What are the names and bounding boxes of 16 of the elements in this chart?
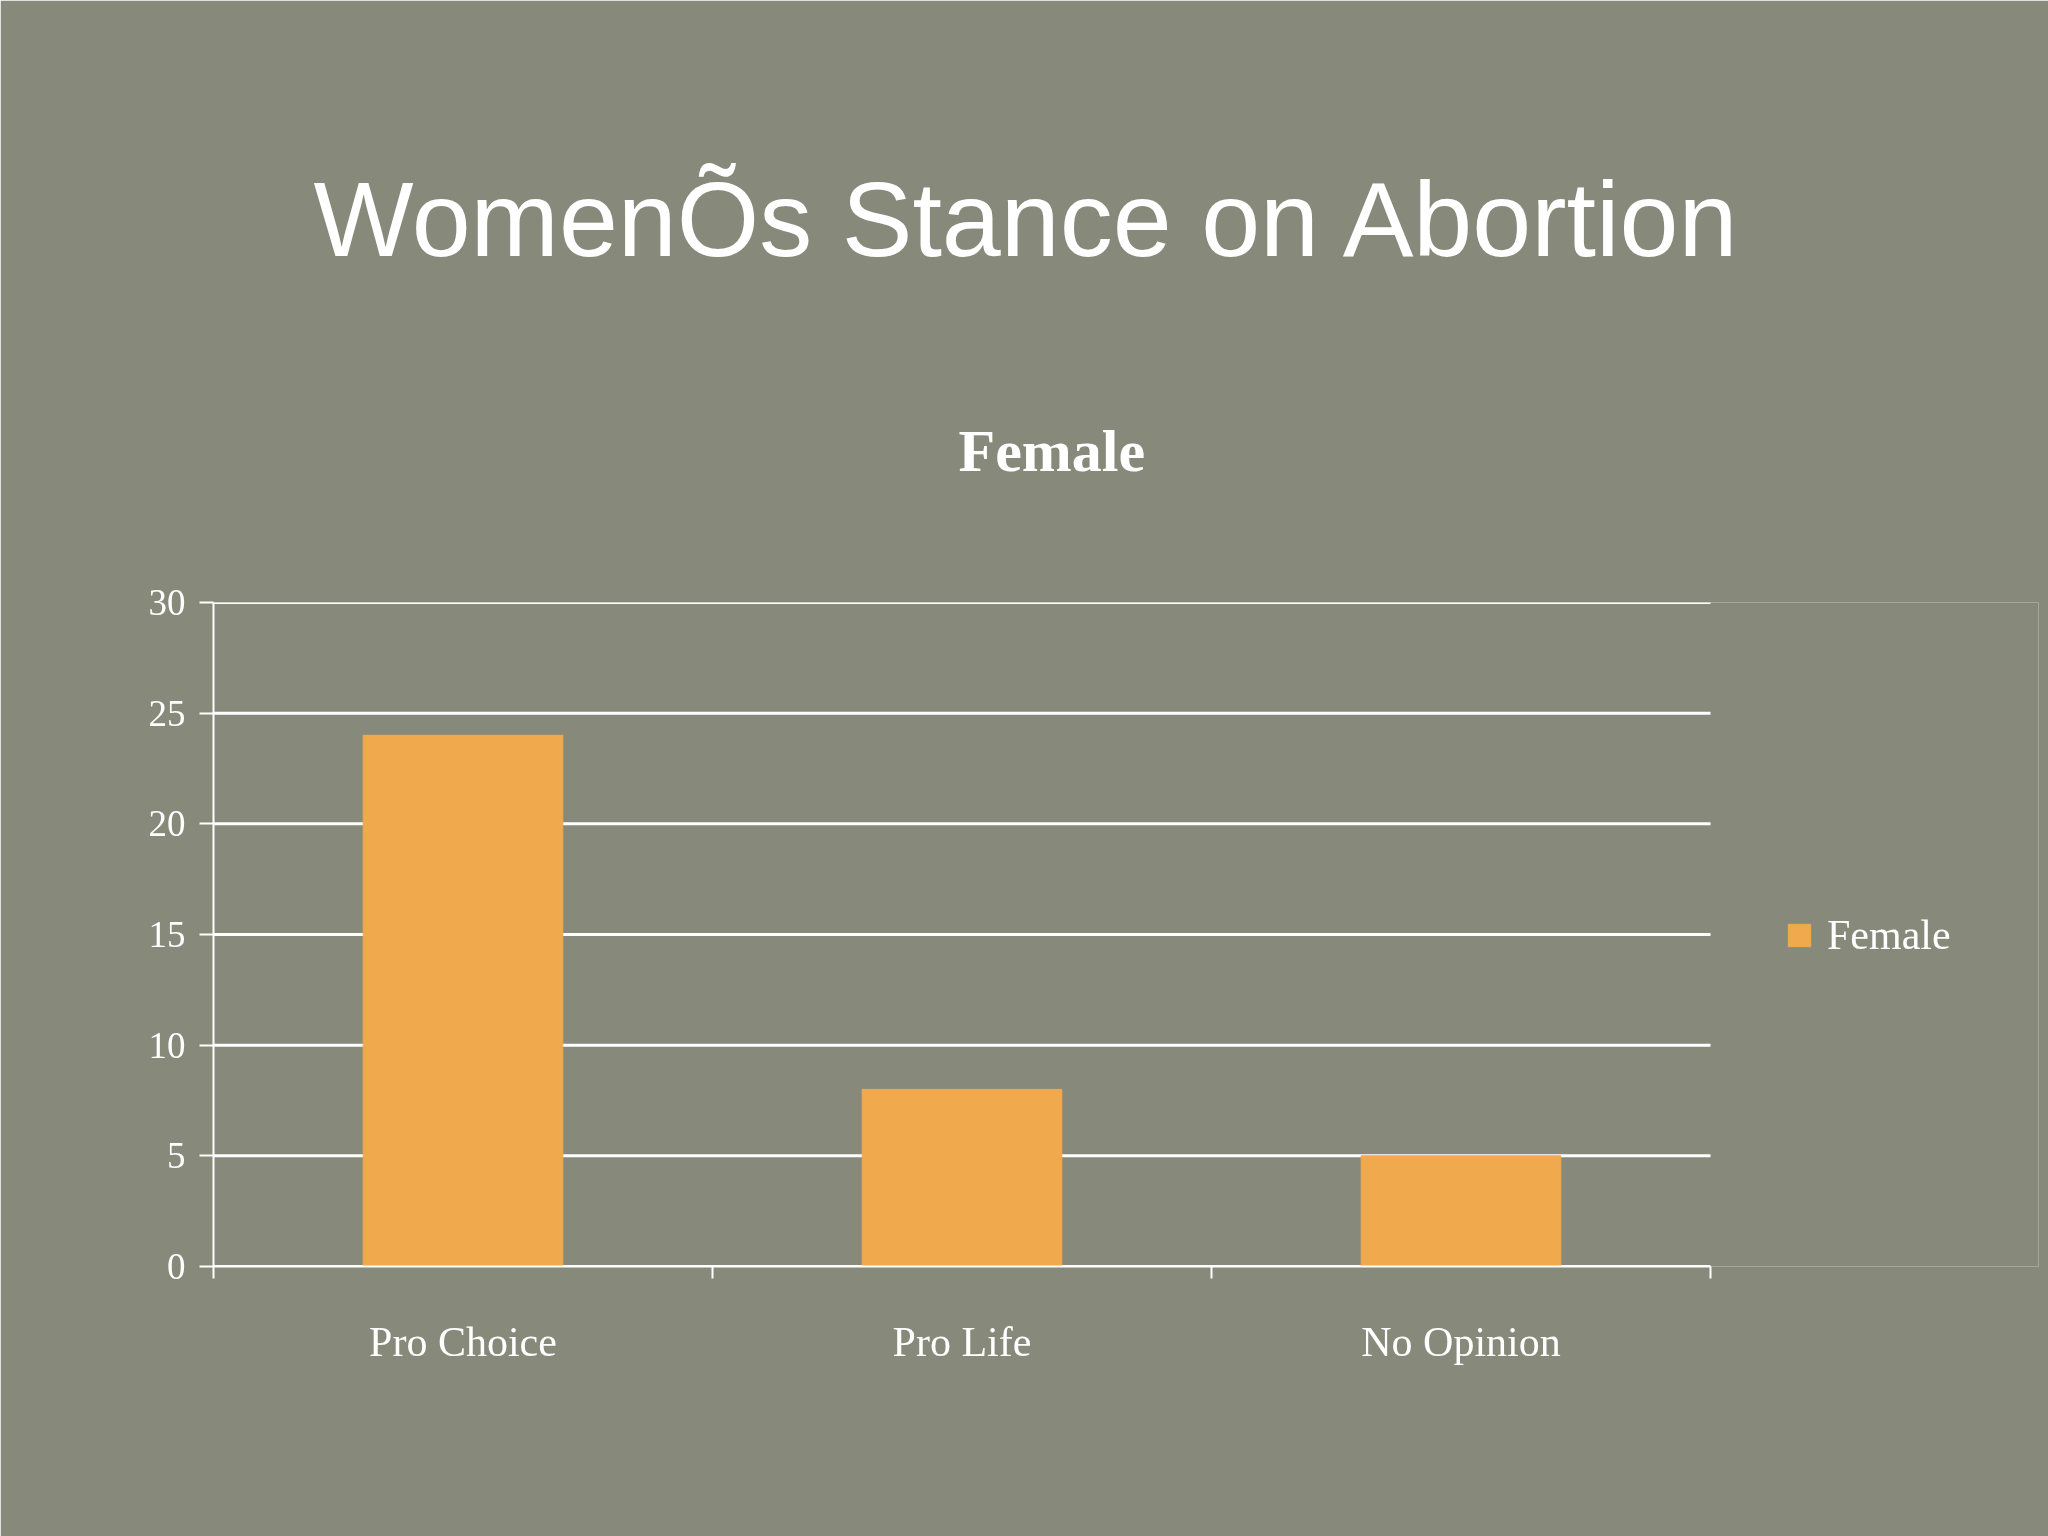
chart-title: WomenÕs Stance on Abortion — [313, 159, 1738, 278]
y-tick-label: 10 — [148, 1024, 186, 1066]
bar — [362, 734, 564, 1267]
x-tick-label: Pro Life — [892, 1318, 1032, 1365]
x-tick-label: No Opinion — [1361, 1318, 1561, 1365]
y-tick-label: 5 — [167, 1135, 186, 1177]
bar — [861, 1088, 1063, 1267]
legend-label: Female — [1827, 911, 1951, 959]
y-tick-label: 0 — [167, 1246, 186, 1287]
y-tick-label: 20 — [148, 803, 186, 845]
chart-subtitle: Female — [958, 417, 1146, 484]
y-tick-label: 15 — [148, 914, 186, 955]
y-tick-label: 25 — [148, 692, 186, 734]
x-tick-label: Pro Choice — [369, 1318, 557, 1365]
bar — [1360, 1155, 1562, 1267]
y-tick-label: 30 — [148, 582, 186, 623]
